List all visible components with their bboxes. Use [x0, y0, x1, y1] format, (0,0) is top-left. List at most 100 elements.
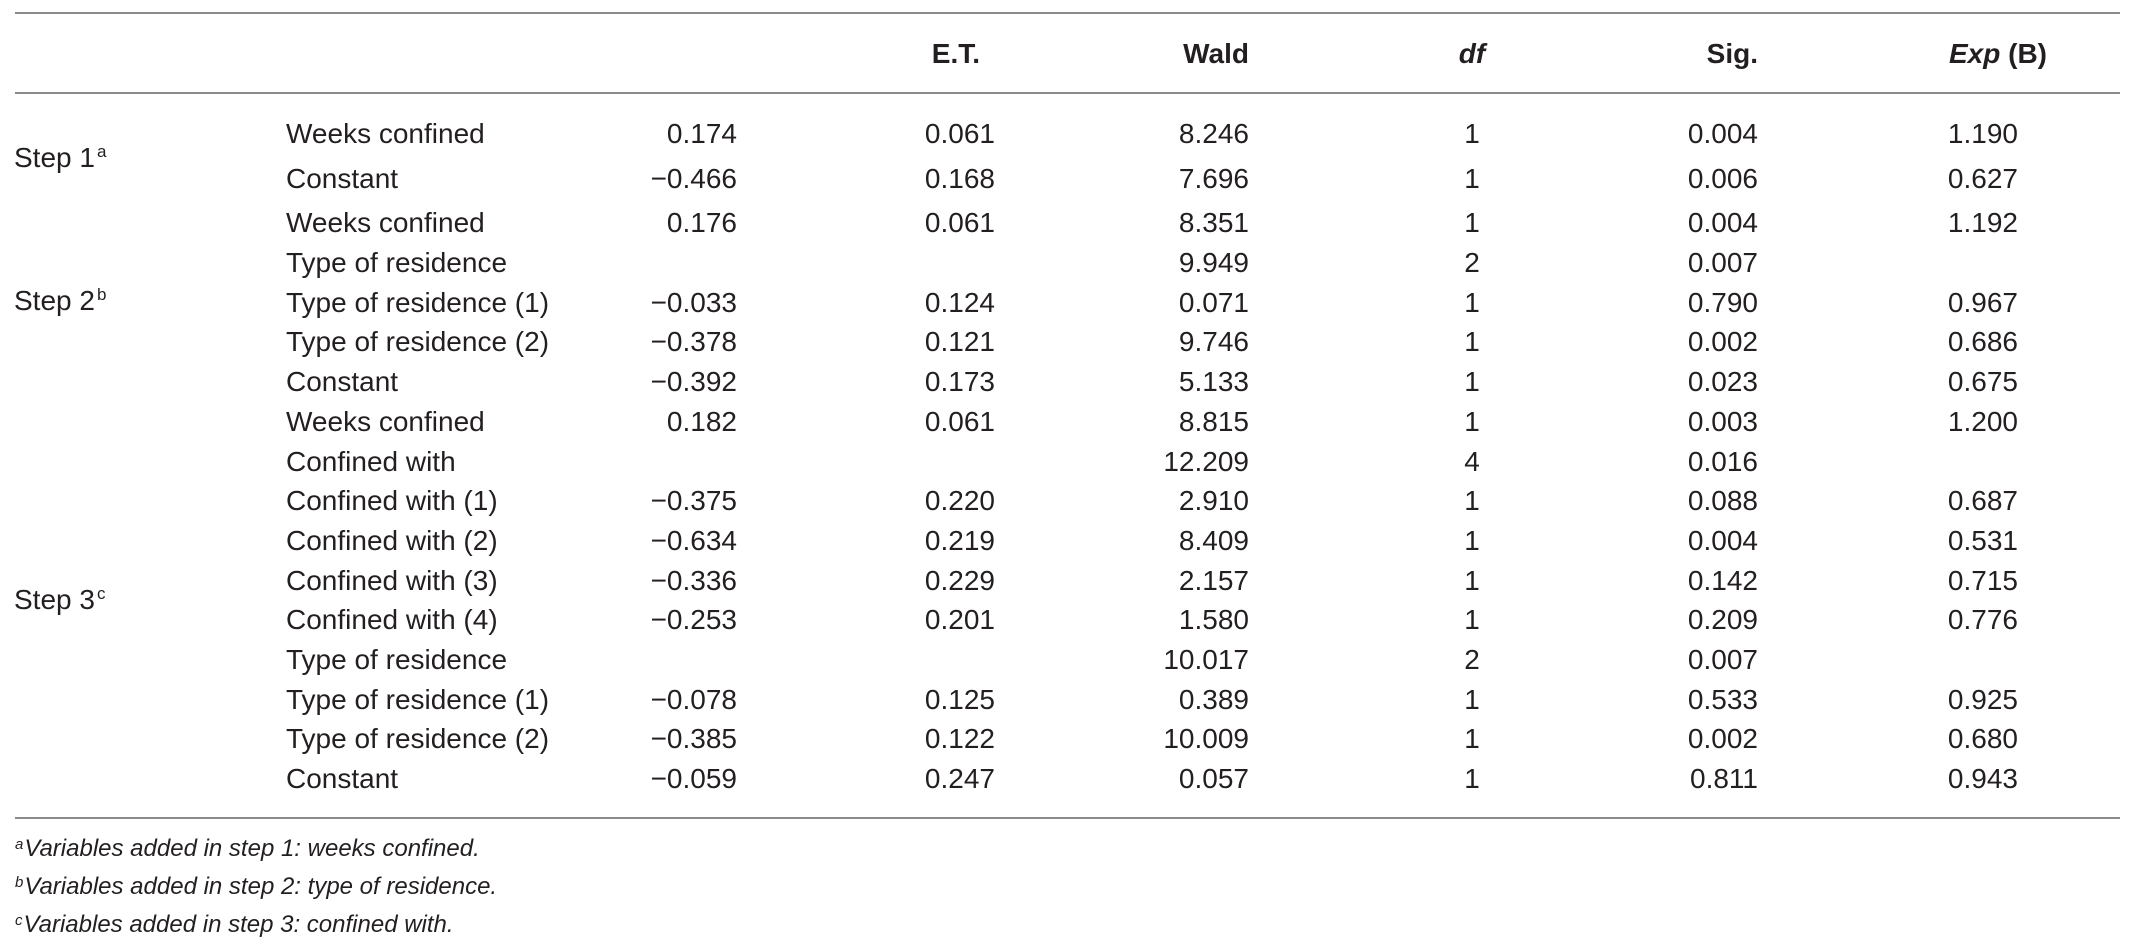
footnote-text: Variables added in step 2: type of resid… [24, 873, 498, 900]
wald-cell: 12.209 [1163, 446, 1249, 477]
table-row: Type of residence (2) −0.378 0.121 9.746 1 0.… [0, 322, 2132, 362]
df-cell: 1 [1464, 207, 1480, 238]
sig-cell: 0.007 [1687, 247, 1758, 278]
variable-cell: Weeks confined [286, 406, 485, 437]
et-cell: 0.220 [924, 485, 995, 516]
wald-cell: 10.009 [1163, 723, 1249, 754]
table-row: Constant −0.466 0.168 7.696 1 0.006 0.627 [0, 159, 2132, 199]
b-cell: −0.375 [650, 485, 737, 516]
df-cell: 2 [1464, 644, 1480, 675]
wald-cell: 2.157 [1178, 565, 1249, 596]
df-cell: 1 [1464, 485, 1480, 516]
header-sig: Sig. [1706, 38, 1758, 69]
wald-cell: 5.133 [1178, 366, 1249, 397]
wald-cell: 0.389 [1178, 684, 1249, 715]
sig-cell: 0.004 [1687, 207, 1758, 238]
table-row: Confined with (4) −0.253 0.201 1.580 1 0.209 0… [0, 600, 2132, 640]
table-row: Weeks confined 0.182 0.061 8.815 1 0.003 1.200 [0, 402, 2132, 442]
df-cell: 1 [1464, 763, 1480, 794]
sig-cell: 0.004 [1687, 118, 1758, 149]
table-row: Confined with (1) −0.375 0.220 2.910 1 0.088 0… [0, 481, 2132, 521]
variable-cell: Type of residence (2) [286, 326, 550, 357]
table-row: Type of residence 10.017 2 0.007 [0, 640, 2132, 680]
wald-cell: 0.057 [1178, 763, 1249, 794]
et-cell: 0.173 [924, 366, 995, 397]
header-et: E.T. [931, 38, 980, 69]
footnote-text: Variables added in step 3: confined with… [23, 911, 454, 938]
table-bottom-rule [15, 817, 2120, 819]
variable-cell: Constant [286, 763, 399, 794]
sig-cell: 0.002 [1687, 723, 1758, 754]
et-cell: 0.061 [924, 207, 995, 238]
exp-b-cell: 1.190 [1947, 118, 2018, 149]
df-cell: 1 [1464, 684, 1480, 715]
variable-cell: Type of residence (1) [286, 684, 550, 715]
b-cell: −0.392 [650, 366, 737, 397]
b-cell: −0.385 [650, 723, 737, 754]
variable-cell: Type of residence [286, 247, 508, 278]
et-cell: 0.124 [924, 287, 995, 318]
variable-cell: Confined with [286, 446, 456, 477]
exp-b-cell: 0.967 [1947, 287, 2018, 318]
footnote-b: bVariables added in step 2: type of resi… [15, 872, 497, 902]
wald-cell: 8.409 [1178, 525, 1249, 556]
df-cell: 1 [1464, 604, 1480, 635]
et-cell: 0.061 [924, 118, 995, 149]
b-cell: −0.634 [650, 525, 737, 556]
table-row: Type of residence (1) −0.078 0.125 0.389 1 0.… [0, 680, 2132, 720]
sig-cell: 0.016 [1687, 446, 1758, 477]
wald-cell: 8.815 [1178, 406, 1249, 437]
table-row: Constant −0.059 0.247 0.057 1 0.811 0.943 [0, 759, 2132, 799]
df-cell: 1 [1464, 723, 1480, 754]
exp-b-cell: 0.943 [1947, 763, 2018, 794]
sig-cell: 0.142 [1687, 565, 1758, 596]
wald-cell: 9.746 [1178, 326, 1249, 357]
header-exp-b-paren: (B) [2008, 38, 2047, 69]
header-df: df [1459, 38, 1485, 70]
df-cell: 1 [1464, 406, 1480, 437]
variable-cell: Weeks confined [286, 207, 485, 238]
variable-cell: Type of residence (1) [286, 287, 550, 318]
header-bottom-rule [15, 92, 2120, 94]
exp-b-cell: 1.200 [1947, 406, 2018, 437]
et-cell: 0.125 [924, 684, 995, 715]
exp-b-cell: 0.531 [1947, 525, 2018, 556]
wald-cell: 2.910 [1178, 485, 1249, 516]
df-cell: 1 [1464, 565, 1480, 596]
wald-cell: 8.246 [1178, 118, 1249, 149]
variable-cell: Type of residence (2) [286, 723, 550, 754]
footnote-marker: a [15, 836, 24, 853]
step-footnote-marker: c [96, 584, 106, 603]
step-footnote-marker: b [96, 285, 107, 304]
b-cell: −0.378 [650, 326, 737, 357]
wald-cell: 0.071 [1178, 287, 1249, 318]
variable-cell: Weeks confined [286, 118, 485, 149]
b-cell: −0.059 [650, 763, 737, 794]
et-cell: 0.229 [924, 565, 995, 596]
sig-cell: 0.006 [1687, 163, 1758, 194]
et-cell: 0.168 [924, 163, 995, 194]
exp-b-cell: 0.925 [1947, 684, 2018, 715]
exp-b-cell: 0.627 [1947, 163, 2018, 194]
sig-cell: 0.007 [1687, 644, 1758, 675]
footnote-marker: b [15, 874, 24, 891]
step-footnote-marker: a [96, 142, 107, 161]
table-row: Confined with (3) −0.336 0.229 2.157 1 0.142 0… [0, 561, 2132, 601]
sig-cell: 0.533 [1687, 684, 1758, 715]
variable-cell: Confined with (2) [286, 525, 498, 556]
et-cell: 0.219 [924, 525, 995, 556]
table-row: Weeks confined 0.174 0.061 8.246 1 0.004 1.190 [0, 114, 2132, 154]
et-cell: 0.121 [924, 326, 995, 357]
exp-b-cell: 0.776 [1947, 604, 2018, 635]
header-df-text: df [1458, 38, 1486, 69]
wald-cell: 1.580 [1178, 604, 1249, 635]
sig-cell: 0.003 [1687, 406, 1758, 437]
et-cell: 0.061 [924, 406, 995, 437]
footnote-c: cVariables added in step 3: confined wit… [15, 910, 454, 940]
variable-cell: Confined with (4) [286, 604, 498, 635]
exp-b-cell: 0.715 [1947, 565, 2018, 596]
variable-cell: Confined with (3) [286, 565, 498, 596]
wald-cell: 9.949 [1178, 247, 1249, 278]
